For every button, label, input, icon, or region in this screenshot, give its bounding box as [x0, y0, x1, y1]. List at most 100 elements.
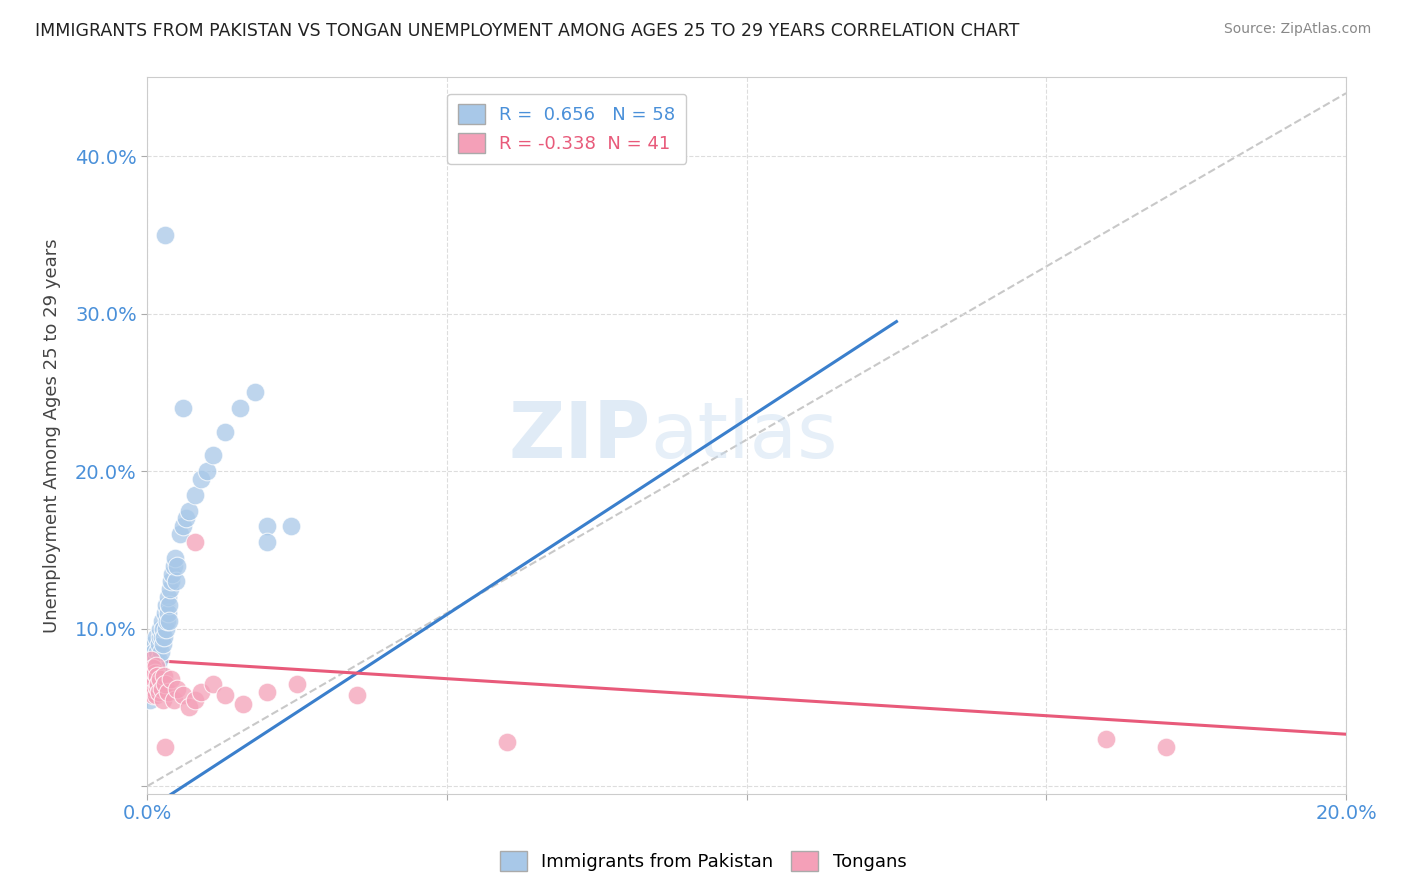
- Point: [157, 614, 180, 628]
- Point: [142, 637, 165, 651]
- Point: [163, 692, 186, 706]
- Point: [256, 535, 278, 549]
- Point: [153, 739, 176, 754]
- Point: [346, 688, 368, 702]
- Point: [138, 669, 160, 683]
- Point: [149, 630, 172, 644]
- Point: [166, 681, 188, 696]
- Point: [256, 519, 278, 533]
- Point: [146, 677, 169, 691]
- Point: [160, 672, 183, 686]
- Point: [141, 684, 163, 698]
- Point: [153, 677, 176, 691]
- Point: [184, 535, 207, 549]
- Point: [243, 385, 266, 400]
- Point: [143, 645, 166, 659]
- Point: [195, 464, 218, 478]
- Point: [146, 669, 169, 683]
- Point: [157, 590, 180, 604]
- Point: [139, 653, 162, 667]
- Point: [142, 688, 165, 702]
- Point: [150, 681, 173, 696]
- Point: [142, 669, 165, 683]
- Point: [143, 665, 166, 680]
- Point: [153, 606, 176, 620]
- Point: [153, 227, 176, 242]
- Point: [184, 692, 207, 706]
- Point: [150, 630, 173, 644]
- Point: [139, 684, 162, 698]
- Point: [169, 527, 191, 541]
- Point: [160, 574, 183, 589]
- Point: [285, 677, 308, 691]
- Point: [165, 574, 187, 589]
- Point: [256, 684, 278, 698]
- Point: [280, 519, 302, 533]
- Point: [1095, 731, 1118, 746]
- Point: [1154, 739, 1177, 754]
- Point: [152, 622, 174, 636]
- Point: [148, 684, 170, 698]
- Point: [145, 659, 167, 673]
- Point: [143, 661, 166, 675]
- Point: [145, 653, 167, 667]
- Point: [149, 672, 172, 686]
- Point: [190, 684, 212, 698]
- Point: [150, 614, 173, 628]
- Point: [141, 661, 163, 675]
- Point: [190, 472, 212, 486]
- Point: [146, 661, 169, 675]
- Text: atlas: atlas: [651, 398, 838, 474]
- Point: [214, 688, 236, 702]
- Point: [149, 622, 172, 636]
- Point: [145, 677, 167, 691]
- Point: [214, 425, 236, 439]
- Point: [202, 449, 225, 463]
- Point: [138, 692, 160, 706]
- Point: [232, 698, 254, 712]
- Point: [152, 637, 174, 651]
- Point: [145, 669, 167, 683]
- Point: [179, 503, 201, 517]
- Point: [202, 677, 225, 691]
- Point: [157, 598, 180, 612]
- Point: [148, 637, 170, 651]
- Point: [156, 606, 179, 620]
- Point: [156, 614, 179, 628]
- Text: Source: ZipAtlas.com: Source: ZipAtlas.com: [1223, 22, 1371, 37]
- Point: [142, 681, 165, 696]
- Point: [145, 630, 167, 644]
- Point: [141, 677, 163, 691]
- Point: [162, 566, 184, 581]
- Point: [143, 672, 166, 686]
- Text: IMMIGRANTS FROM PAKISTAN VS TONGAN UNEMPLOYMENT AMONG AGES 25 TO 29 YEARS CORREL: IMMIGRANTS FROM PAKISTAN VS TONGAN UNEMP…: [35, 22, 1019, 40]
- Point: [139, 677, 162, 691]
- Point: [153, 669, 176, 683]
- Point: [162, 558, 184, 573]
- Point: [157, 684, 180, 698]
- Point: [166, 558, 188, 573]
- Point: [138, 672, 160, 686]
- Point: [174, 511, 197, 525]
- Point: [149, 645, 172, 659]
- Point: [184, 488, 207, 502]
- Point: [172, 688, 194, 702]
- Point: [146, 645, 169, 659]
- Point: [142, 677, 165, 691]
- Point: [159, 582, 181, 597]
- Point: [153, 630, 176, 644]
- Point: [138, 665, 160, 680]
- Point: [141, 653, 163, 667]
- Point: [145, 680, 167, 694]
- Point: [172, 519, 194, 533]
- Point: [142, 661, 165, 675]
- Text: ZIP: ZIP: [509, 398, 651, 474]
- Point: [145, 688, 167, 702]
- Point: [148, 653, 170, 667]
- Point: [163, 550, 186, 565]
- Point: [141, 669, 163, 683]
- Point: [229, 401, 252, 416]
- Legend: R =  0.656   N = 58, R = -0.338  N = 41: R = 0.656 N = 58, R = -0.338 N = 41: [447, 94, 686, 164]
- Y-axis label: Unemployment Among Ages 25 to 29 years: Unemployment Among Ages 25 to 29 years: [44, 238, 60, 633]
- Point: [152, 692, 174, 706]
